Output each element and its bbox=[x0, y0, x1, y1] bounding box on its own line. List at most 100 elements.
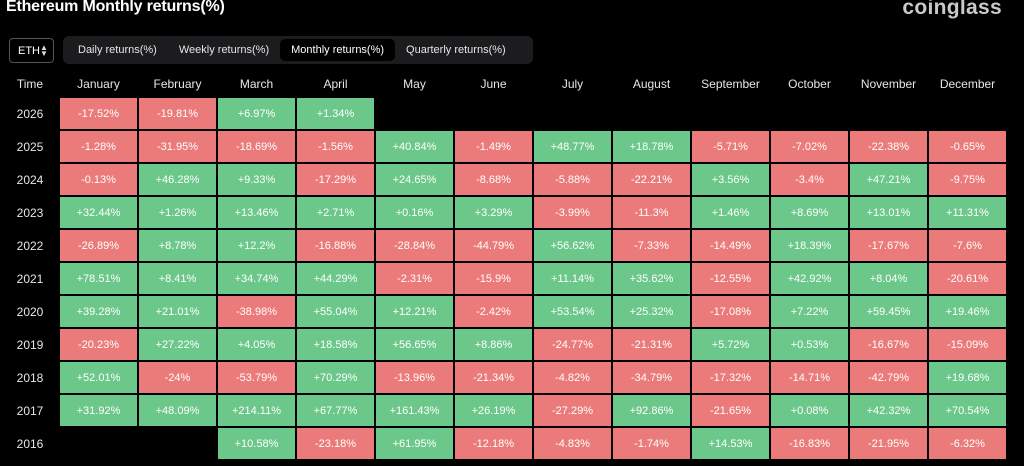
positive-return-cell: +8.78% bbox=[139, 230, 216, 261]
tab-monthly-returns[interactable]: Monthly returns(%) bbox=[280, 39, 396, 61]
table-header-row: Time January February March April May Ju… bbox=[2, 71, 1006, 96]
positive-return-cell: +31.92% bbox=[60, 395, 137, 426]
column-header-month: January bbox=[77, 76, 120, 91]
negative-return-cell: -17.08% bbox=[692, 296, 769, 327]
year-cell: 2025 bbox=[16, 139, 44, 154]
table-body: 2026 -17.52% -19.81% +6.97% +1.34% 2025 -1.28%… bbox=[2, 98, 1006, 459]
column-header-month: May bbox=[403, 76, 426, 91]
tab-daily-returns[interactable]: Daily returns(%) bbox=[78, 44, 157, 56]
negative-return-cell: -17.32% bbox=[692, 362, 769, 393]
positive-return-cell: +19.68% bbox=[929, 362, 1006, 393]
column-header-month: October bbox=[788, 76, 831, 91]
positive-return-cell: +56.65% bbox=[376, 329, 453, 360]
positive-return-cell: +61.95% bbox=[376, 428, 453, 459]
negative-return-cell: -7.02% bbox=[771, 131, 848, 162]
table-row: 2021 +78.51% +8.41% +34.74% +44.29% -2.31% -15… bbox=[2, 263, 1006, 294]
positive-return-cell: +67.77% bbox=[297, 395, 374, 426]
positive-return-cell: +48.77% bbox=[534, 131, 611, 162]
negative-return-cell: -23.18% bbox=[297, 428, 374, 459]
negative-return-cell: -14.49% bbox=[692, 230, 769, 261]
negative-return-cell: -17.29% bbox=[297, 164, 374, 195]
positive-return-cell: +8.04% bbox=[850, 263, 927, 294]
table-row: 2020 +39.28% +21.01% -38.98% +55.04% +12.21% -… bbox=[2, 296, 1006, 327]
positive-return-cell: +12.2% bbox=[218, 230, 295, 261]
chevron-updown-icon: ▲ ▼ bbox=[40, 42, 48, 58]
tab-quarterly-returns[interactable]: Quarterly returns(%) bbox=[406, 44, 506, 56]
positive-return-cell: +11.31% bbox=[929, 197, 1006, 228]
negative-return-cell: -24.77% bbox=[534, 329, 611, 360]
negative-return-cell: -17.67% bbox=[850, 230, 927, 261]
positive-return-cell: +9.33% bbox=[218, 164, 295, 195]
year-cell: 2022 bbox=[16, 238, 44, 253]
negative-return-cell: -5.88% bbox=[534, 164, 611, 195]
column-header-month: June bbox=[480, 76, 507, 91]
returns-tabs: Daily returns(%) Weekly returns(%) Month… bbox=[63, 36, 533, 64]
positive-return-cell: +27.22% bbox=[139, 329, 216, 360]
negative-return-cell: -1.28% bbox=[60, 131, 137, 162]
positive-return-cell: +4.05% bbox=[218, 329, 295, 360]
positive-return-cell: +25.32% bbox=[613, 296, 690, 327]
positive-return-cell: +52.01% bbox=[60, 362, 137, 393]
empty-return-cell bbox=[139, 428, 216, 459]
tab-weekly-returns[interactable]: Weekly returns(%) bbox=[178, 44, 270, 56]
negative-return-cell: -16.88% bbox=[297, 230, 374, 261]
positive-return-cell: +70.54% bbox=[929, 395, 1006, 426]
negative-return-cell: -18.69% bbox=[218, 131, 295, 162]
negative-return-cell: -0.65% bbox=[929, 131, 1006, 162]
empty-return-cell bbox=[692, 98, 769, 129]
negative-return-cell: -13.96% bbox=[376, 362, 453, 393]
positive-return-cell: +14.53% bbox=[692, 428, 769, 459]
negative-return-cell: -4.82% bbox=[534, 362, 611, 393]
negative-return-cell: -31.95% bbox=[139, 131, 216, 162]
positive-return-cell: +44.29% bbox=[297, 263, 374, 294]
table-row: 2018 +52.01% -24% -53.79% +70.29% -13.96% -21.… bbox=[2, 362, 1006, 393]
asset-select[interactable]: ETH ▲ ▼ bbox=[9, 38, 54, 63]
negative-return-cell: -15.9% bbox=[455, 263, 532, 294]
negative-return-cell: -16.83% bbox=[771, 428, 848, 459]
year-cell: 2017 bbox=[16, 403, 44, 418]
negative-return-cell: -14.71% bbox=[771, 362, 848, 393]
negative-return-cell: -34.79% bbox=[613, 362, 690, 393]
positive-return-cell: +78.51% bbox=[60, 263, 137, 294]
year-cell: 2021 bbox=[16, 271, 44, 286]
negative-return-cell: -22.21% bbox=[613, 164, 690, 195]
column-header-month: December bbox=[939, 76, 996, 91]
positive-return-cell: +0.08% bbox=[771, 395, 848, 426]
negative-return-cell: -3.4% bbox=[771, 164, 848, 195]
positive-return-cell: +47.21% bbox=[850, 164, 927, 195]
table-row: 2017 +31.92% +48.09% +214.11% +67.77% +161.43… bbox=[2, 395, 1006, 426]
negative-return-cell: -21.65% bbox=[692, 395, 769, 426]
negative-return-cell: -0.13% bbox=[60, 164, 137, 195]
positive-return-cell: +5.72% bbox=[692, 329, 769, 360]
positive-return-cell: +3.56% bbox=[692, 164, 769, 195]
negative-return-cell: -17.52% bbox=[60, 98, 137, 129]
positive-return-cell: +1.46% bbox=[692, 197, 769, 228]
empty-return-cell bbox=[534, 98, 611, 129]
column-header-month: April bbox=[323, 76, 348, 91]
table-row: 2025 -1.28% -31.95% -18.69% -1.56% +40.84% -1.… bbox=[2, 131, 1006, 162]
positive-return-cell: +13.01% bbox=[850, 197, 927, 228]
negative-return-cell: -15.09% bbox=[929, 329, 1006, 360]
positive-return-cell: +18.78% bbox=[613, 131, 690, 162]
empty-return-cell bbox=[60, 428, 137, 459]
positive-return-cell: +12.21% bbox=[376, 296, 453, 327]
column-header-month: March bbox=[239, 76, 274, 91]
negative-return-cell: -1.56% bbox=[297, 131, 374, 162]
negative-return-cell: -22.38% bbox=[850, 131, 927, 162]
negative-return-cell: -20.61% bbox=[929, 263, 1006, 294]
negative-return-cell: -2.31% bbox=[376, 263, 453, 294]
positive-return-cell: +56.62% bbox=[534, 230, 611, 261]
year-cell: 2016 bbox=[16, 436, 44, 451]
empty-return-cell bbox=[850, 98, 927, 129]
asset-select-value: ETH bbox=[18, 44, 40, 57]
positive-return-cell: +8.41% bbox=[139, 263, 216, 294]
negative-return-cell: -11.3% bbox=[613, 197, 690, 228]
negative-return-cell: -42.79% bbox=[850, 362, 927, 393]
positive-return-cell: +32.44% bbox=[60, 197, 137, 228]
negative-return-cell: -28.84% bbox=[376, 230, 453, 261]
table-row: 2016 +10.58% -23.18% +61.95% -12.18% -4.83% -1… bbox=[2, 428, 1006, 459]
positive-return-cell: +1.26% bbox=[139, 197, 216, 228]
negative-return-cell: -4.83% bbox=[534, 428, 611, 459]
positive-return-cell: +92.86% bbox=[613, 395, 690, 426]
negative-return-cell: -44.79% bbox=[455, 230, 532, 261]
